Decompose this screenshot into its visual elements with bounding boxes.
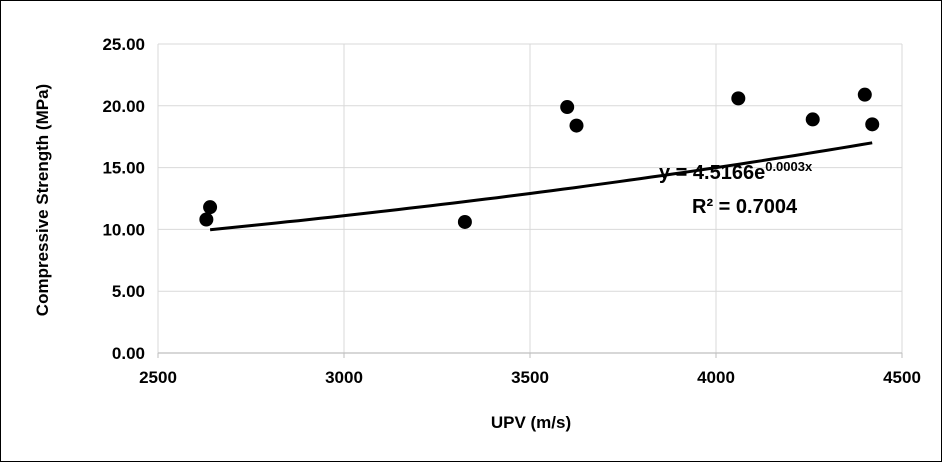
- trendline-r-squared: R² = 0.7004: [692, 196, 798, 218]
- data-point: [203, 200, 218, 215]
- trendline-equation: y = 4.5166e0.0003x: [659, 159, 813, 184]
- y-axis-title: Compressive Strength (MPa): [33, 84, 52, 316]
- data-point: [199, 212, 214, 227]
- x-tick-label: 3500: [511, 368, 549, 387]
- x-tick-label: 2500: [139, 368, 177, 387]
- trendline-group: [209, 141, 873, 232]
- data-point: [560, 100, 575, 115]
- y-tick-label: 10.00: [102, 220, 145, 239]
- tick-labels: 0.00 5.00 10.00 15.00 20.00 25.00 2500 3000 3500…: [102, 35, 920, 387]
- y-tick-label: 25.00: [102, 35, 145, 54]
- trendline-equation-exponent: 0.0003x: [765, 159, 813, 174]
- trendline: [209, 141, 873, 232]
- x-tick-label: 3000: [325, 368, 363, 387]
- x-tick-label: 4000: [697, 368, 735, 387]
- y-tick-label: 20.00: [102, 97, 145, 116]
- y-tick-label: 0.00: [112, 344, 145, 363]
- axes: [157, 352, 903, 358]
- trendline-equation-base: y = 4.5166e: [659, 162, 765, 184]
- data-point: [457, 214, 472, 229]
- x-axis-title: UPV (m/s): [491, 413, 571, 432]
- data-point: [731, 91, 746, 106]
- data-point: [569, 118, 584, 133]
- data-points: [199, 87, 880, 229]
- data-point: [805, 112, 820, 127]
- gridlines: [157, 43, 903, 353]
- y-tick-label: 5.00: [112, 282, 145, 301]
- data-point: [865, 117, 880, 132]
- x-tick-label: 4500: [883, 368, 921, 387]
- y-tick-label: 15.00: [102, 159, 145, 178]
- data-point: [857, 87, 872, 102]
